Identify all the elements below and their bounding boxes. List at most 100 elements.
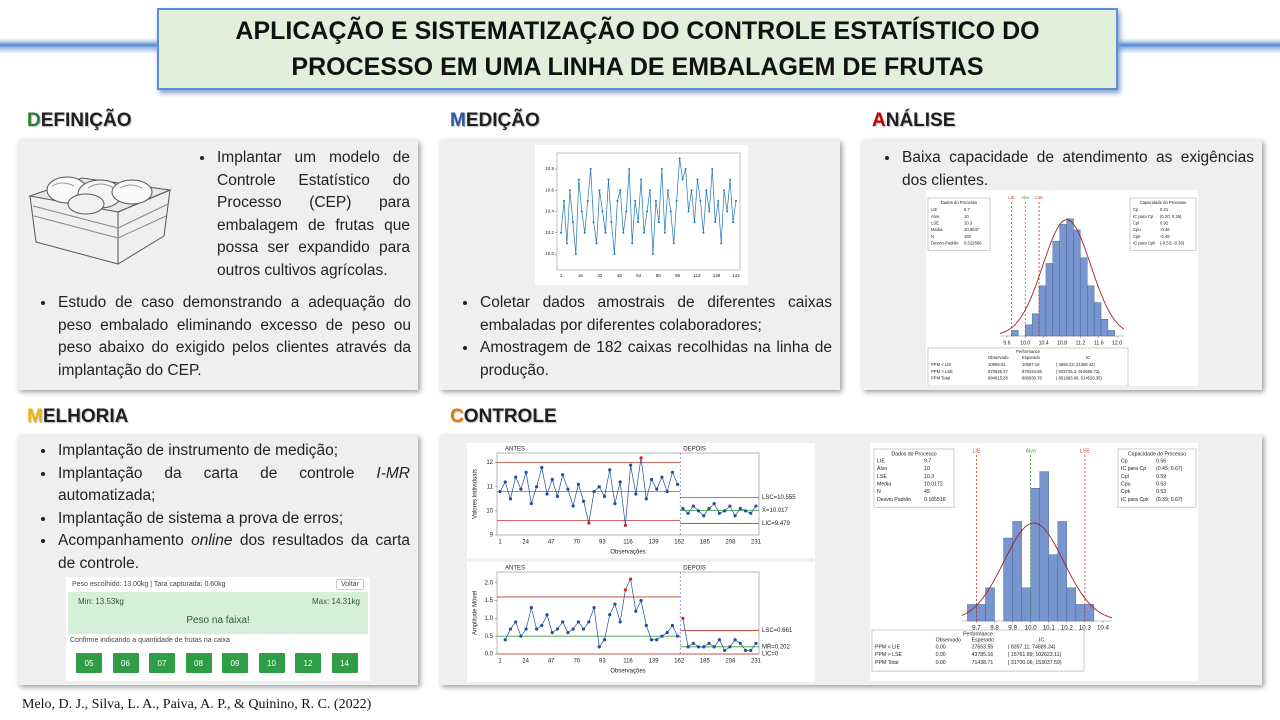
x-tick-label: 10.8 [1057, 340, 1067, 346]
data-point [602, 638, 607, 642]
x-axis-title: Observações [610, 550, 645, 556]
data-point [561, 473, 565, 477]
performance-cell: 0.00 [936, 644, 946, 650]
data-point [571, 504, 575, 508]
performance-cell: ( 8397.11; 74889.34) [1008, 644, 1056, 650]
stats-value: (0.45; 0.67) [1156, 466, 1183, 472]
app-quantity-button[interactable]: 12 [295, 653, 321, 673]
limit-label: LIC=9.479 [762, 521, 791, 527]
y-tick-label: 10.0 [545, 251, 554, 256]
heading-initial: C [450, 406, 464, 427]
x-tick-label: 16 [578, 273, 584, 278]
data-point [592, 221, 595, 224]
data-point [663, 231, 666, 234]
stats-value: 0.53 [1156, 489, 1166, 495]
data-point [566, 487, 570, 491]
stats-box [1129, 197, 1197, 251]
x-tick-label: 128 [713, 273, 721, 278]
histogram-bar [1066, 218, 1074, 337]
data-point [560, 231, 562, 234]
measurement-chart: 10.0 10.2 10.4 10.6 10.8 1 16 32 48 64 80 96 112 128 1… [535, 145, 748, 285]
data-point [712, 645, 716, 649]
bullet-text: Implantação de instrumento de medição; [58, 442, 339, 459]
heading: DEFINIÇÃO [27, 110, 132, 132]
data-point [666, 189, 669, 192]
series-line [504, 577, 678, 648]
data-point [613, 253, 616, 256]
data-point [576, 620, 580, 624]
stats-key: IC para Cpk [1121, 497, 1149, 503]
bullet-list: Baixa capacidade de atendimento as exigê… [870, 147, 1254, 192]
data-point [705, 189, 708, 192]
app-quantity-button[interactable]: 10 [258, 653, 285, 673]
data-point [676, 482, 680, 486]
x-tick-label: 9.6 [1003, 340, 1010, 346]
stats-value: 49 [924, 489, 930, 495]
stats-value: 10.9047 [964, 227, 980, 232]
spec-limit-label: LSE [1035, 195, 1043, 200]
histogram-bar [1059, 224, 1067, 337]
x-tick-label: 208 [725, 659, 736, 665]
data-point [529, 502, 533, 506]
data-point [601, 210, 604, 213]
stats-key: IC para Cp [1133, 214, 1154, 219]
data-point [550, 477, 554, 482]
app-status-box: Min: 13.53kg Max: 14.31kg Peso na faixa! [68, 592, 368, 634]
spec-limit-label: LIE [973, 448, 981, 454]
data-point [665, 631, 669, 635]
data-point [534, 485, 539, 489]
x-tick-label: 116 [623, 659, 633, 665]
normal-curve [999, 219, 1125, 335]
stats-value: 182 [964, 234, 972, 239]
histogram-bar [1052, 240, 1060, 337]
stats-value: 10.0172 [924, 481, 943, 487]
performance-box [871, 629, 1085, 672]
x-tick-label: 70 [573, 659, 580, 665]
app-quantity-button[interactable]: 14 [331, 653, 358, 673]
data-point [561, 620, 565, 624]
app-back-button[interactable]: Voltar [336, 579, 364, 590]
title: APLICAÇÃO E SISTEMATIZAÇÃO DO CONTROLE E… [157, 8, 1118, 90]
data-point [562, 199, 565, 202]
data-point [696, 178, 699, 181]
data-point [545, 613, 549, 617]
data-point [618, 620, 622, 624]
app-max: Max: 14.31kg [311, 597, 360, 606]
x-tick-label: 1 [560, 273, 563, 278]
app-quantity-button[interactable]: 09 [222, 653, 248, 673]
stats-key: Cpl [1121, 474, 1129, 480]
app-message: Peso na faixa! [186, 615, 250, 626]
data-point [707, 641, 711, 645]
x-tick-label: 96 [675, 273, 681, 278]
data-point [503, 638, 507, 642]
stats-title: Capacidade do Processo [1128, 451, 1186, 457]
data-point [714, 221, 717, 224]
heading-rest: NÁLISE [885, 110, 956, 131]
capability-histogram: 9.6 10.0 10.4 10.8 11.2 11.6 12.0 LIE Alvo LSE Dad… [926, 190, 1198, 386]
x-tick-label: 70 [573, 540, 580, 546]
data-point [640, 178, 643, 181]
app-quantity-button[interactable]: 08 [185, 653, 212, 673]
capability-histogram: 9.7 9.8 9.9 10.0 10.1 10.2 10.3 10.4 LIE Alvo LSE D… [870, 443, 1198, 681]
data-point [654, 199, 657, 202]
stats-value: -0.46 [1160, 234, 1170, 239]
y-axis-title: Valores Individuais [473, 469, 479, 519]
data-point [524, 470, 528, 474]
app-quantity-button[interactable]: 06 [112, 653, 139, 673]
data-point [597, 485, 601, 489]
spec-limit-label: Alvo [1026, 448, 1036, 454]
data-point [733, 638, 737, 642]
bullet: Implantação de sistema a prova de erros; [56, 508, 410, 531]
app-quantity-button[interactable]: 07 [149, 653, 175, 673]
app-quantity-button[interactable]: 05 [76, 653, 102, 673]
data-point [749, 511, 753, 515]
limit-label: X̄=10.017 [762, 507, 789, 514]
data-point [687, 210, 690, 213]
mr-chart: 0.0 0.5 1.0 1.5 2.0 1 24 47 70 93 116 139 162 185 208 2… [467, 562, 815, 682]
performance-cell: ( 851868.90; 914526.35) [1056, 376, 1102, 381]
x-tick-label: 10.0 [1025, 625, 1038, 632]
data-point [592, 606, 596, 610]
data-point [634, 609, 638, 613]
data-point [754, 641, 758, 645]
histogram-bar [1011, 330, 1019, 337]
